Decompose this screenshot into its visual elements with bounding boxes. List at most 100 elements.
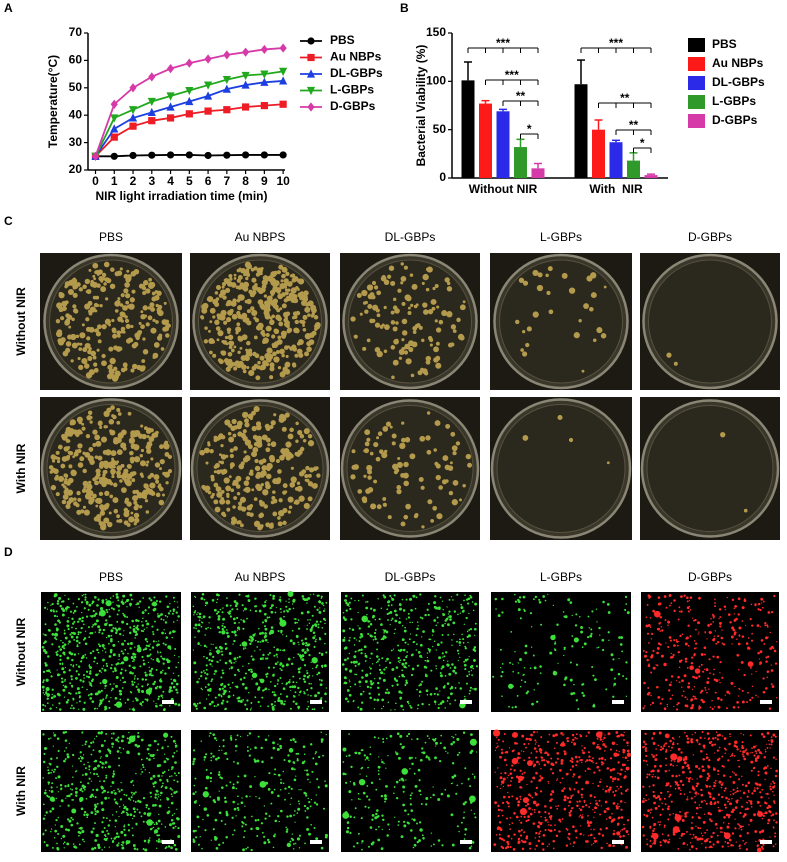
stained-cell [576,664,578,666]
stained-cell [297,758,299,760]
colony [289,505,293,509]
stained-cell [312,708,314,710]
stained-cell [141,685,143,687]
stained-cell [718,618,719,619]
colony [537,285,543,291]
stained-cell [772,685,775,688]
stained-cell [205,686,207,688]
stained-cell [148,744,150,746]
colony [73,286,76,289]
stained-cell [440,742,442,744]
stained-cell [123,829,125,831]
stained-cell [751,640,753,642]
stained-cell [747,646,749,648]
stained-cell [389,662,391,664]
stained-cell [177,615,180,618]
stained-cell [130,642,133,645]
stained-cell [145,647,148,650]
stained-cell [100,757,101,758]
stained-cell [157,651,158,652]
stained-cell [447,682,450,685]
stained-cell [107,838,109,840]
colony [266,333,270,337]
stained-cell [358,793,360,795]
stained-cell [114,669,117,672]
colony [107,522,112,527]
stained-cell [385,692,387,694]
panel-label: C [4,214,13,228]
stained-cell [419,695,420,696]
stained-cell [712,655,714,657]
stained-cell [131,620,134,623]
stained-cell [101,762,103,764]
stained-cell [48,784,49,785]
colony [213,483,218,488]
colony [265,522,270,527]
stained-cell [472,601,474,603]
stained-cell [354,683,356,685]
stained-cell [738,695,739,696]
stained-cell [101,787,104,790]
colony [273,356,279,362]
stained-cell [383,629,386,632]
stained-cell [42,686,45,689]
stained-cell [146,645,148,647]
stained-cell [262,659,263,660]
stained-cell [278,630,280,632]
stained-cell [390,624,391,625]
stained-cell [395,614,397,616]
colony [131,478,135,482]
colony [142,491,148,497]
stained-cell [76,670,78,672]
colony [391,311,395,315]
colony [127,274,132,279]
stained-cell [545,600,547,602]
stained-cell [265,688,268,691]
stained-cell [45,634,47,636]
stained-cell [168,810,170,812]
stained-cell [240,700,243,703]
stained-cell [57,600,59,602]
stained-cell [168,769,170,771]
stained-cell [111,607,113,609]
stained-cell [193,758,196,761]
colony [132,490,136,494]
stained-cell [118,655,120,657]
stained-cell [194,801,197,804]
stained-cell [719,679,720,680]
colony [277,336,281,340]
row-label: With NIR [14,443,28,493]
colony [265,424,270,429]
colony [450,342,454,346]
stained-cell [121,621,124,624]
colony [396,469,400,473]
colony [421,525,424,528]
marker [167,64,174,73]
stained-cell [134,656,137,659]
stained-cell [650,627,651,628]
colony [115,271,120,276]
colony [433,346,439,352]
colony [220,444,223,447]
stained-cell [214,705,216,707]
stained-cell [148,758,151,761]
stained-cell [673,706,674,707]
stained-cell [265,812,267,814]
colony [204,326,208,330]
stained-cell [205,677,207,679]
stained-cell [288,681,291,684]
stained-cell [251,849,253,851]
colony [201,308,207,314]
colony [396,489,401,494]
stained-cell [110,597,112,599]
stained-cell [771,664,772,665]
colony [243,318,247,322]
stained-cell [111,733,112,734]
colony [427,499,432,504]
stained-cell [763,601,765,603]
stained-cell [82,731,83,732]
colony [428,336,432,340]
colony [376,436,379,439]
stained-cell [268,841,271,844]
stained-cell [565,676,568,679]
